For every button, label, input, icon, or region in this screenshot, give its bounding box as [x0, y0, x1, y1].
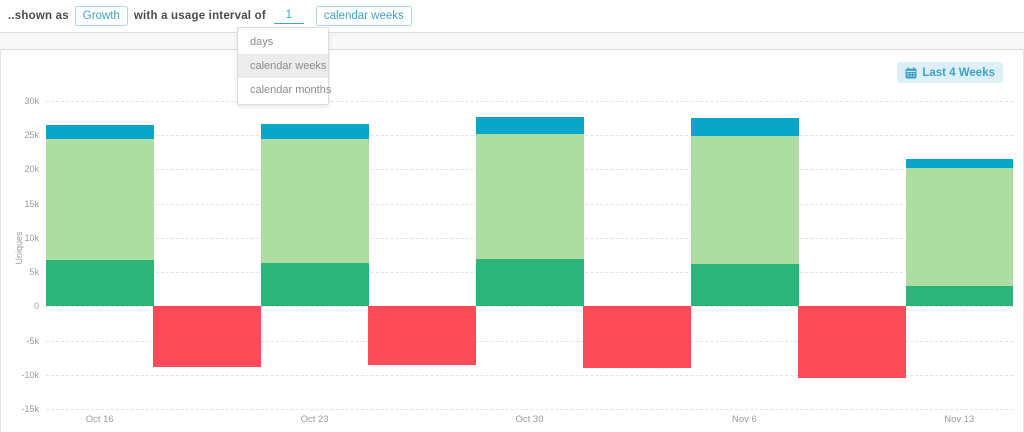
gridline--5k — [46, 340, 1013, 342]
y-tick-label: -10k — [21, 369, 39, 380]
y-tick-label: 20k — [24, 164, 39, 175]
bar-nov-6-blue-segment[interactable] — [690, 118, 799, 136]
y-tick-label: 5k — [29, 267, 39, 278]
y-tick-label: 15k — [24, 198, 39, 209]
y-tick-label: 10k — [24, 232, 39, 243]
bar-negative-4[interactable] — [798, 306, 907, 378]
interval-value-input[interactable] — [273, 8, 304, 24]
dropdown-option-calendar-weeks[interactable]: calendar weeks — [238, 54, 328, 78]
gridline--10k — [46, 374, 1013, 376]
bar-nov-13-light-green-segment[interactable] — [905, 168, 1014, 286]
bar-negative-3[interactable] — [583, 306, 692, 368]
query-control-bar: ..shown as Growth with a usage interval … — [0, 0, 1024, 33]
bar-oct-16-dark-green-segment[interactable] — [46, 259, 154, 307]
x-tick-label-oct-30: Oct 30 — [515, 414, 544, 425]
bar-oct-30-dark-green-segment[interactable] — [475, 259, 584, 307]
chart-plot-area — [46, 101, 1014, 410]
x-tick-label-oct-16: Oct 16 — [85, 414, 114, 425]
dropdown-option-calendar-months[interactable]: calendar months — [250, 84, 332, 96]
shown-as-button[interactable]: Growth — [74, 6, 128, 26]
date-range-button[interactable]: Last 4 Weeks — [897, 62, 1003, 83]
x-tick-label-nov-13: Nov 13 — [944, 414, 975, 425]
bar-oct-16-light-green-segment[interactable] — [46, 139, 154, 260]
bar-oct-30-light-green-segment[interactable] — [475, 133, 584, 260]
bar-negative-2[interactable] — [368, 306, 477, 366]
y-tick-label: 25k — [24, 130, 39, 141]
x-tick-label-nov-6: Nov 6 — [731, 414, 757, 425]
calendar-icon — [905, 66, 917, 79]
y-tick-label: 30k — [24, 96, 39, 106]
y-tick-label: 0 — [33, 301, 39, 312]
interval-unit-dropdown: days calendar weeks calendar months — [237, 27, 332, 105]
bar-oct-16-blue-segment[interactable] — [46, 124, 154, 140]
dropdown-option-days[interactable]: days — [250, 36, 274, 48]
bar-oct-23-dark-green-segment[interactable] — [260, 263, 369, 307]
bar-oct-23-light-green-segment[interactable] — [260, 139, 369, 264]
bar-oct-23-blue-segment[interactable] — [260, 124, 369, 140]
y-tick-label: -15k — [21, 404, 39, 414]
shown-as-prefix-label: ..shown as — [8, 10, 69, 22]
bar-negative-1[interactable] — [153, 306, 262, 368]
y-tick-label: -5k — [26, 335, 39, 346]
gridline--15k — [46, 409, 1013, 410]
bar-nov-6-dark-green-segment[interactable] — [690, 263, 799, 307]
chart-panel: Last 4 Weeks Uniques 30k 25k 20k 15k 10k 5k 0-… — [0, 49, 1024, 432]
gridline-0 — [46, 306, 1013, 308]
date-range-label: Last 4 Weeks — [922, 66, 995, 79]
bar-nov-6-light-green-segment[interactable] — [690, 135, 799, 264]
interval-unit-button[interactable]: calendar weeks — [315, 6, 412, 26]
bar-nov-13-dark-green-segment[interactable] — [905, 285, 1014, 307]
bar-oct-30-blue-segment[interactable] — [475, 116, 584, 134]
bar-nov-13-blue-segment[interactable] — [905, 159, 1014, 169]
gridline-30k — [46, 101, 1013, 102]
usage-interval-label: with a usage interval of — [133, 10, 266, 22]
x-tick-label-oct-23: Oct 23 — [300, 414, 329, 425]
